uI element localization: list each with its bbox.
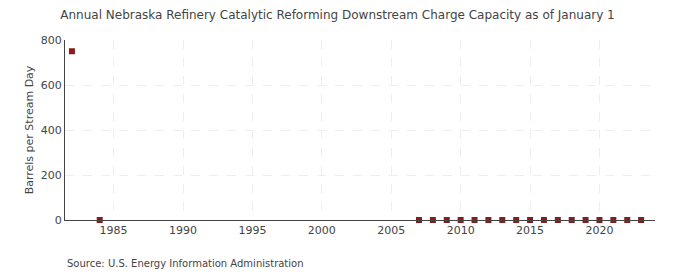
svg-text:Barrels per Stream Day: Barrels per Stream Day xyxy=(23,65,36,194)
svg-text:600: 600 xyxy=(41,79,62,92)
svg-text:1985: 1985 xyxy=(100,224,128,237)
svg-text:200: 200 xyxy=(41,169,62,182)
svg-text:400: 400 xyxy=(41,124,62,137)
svg-text:2000: 2000 xyxy=(308,224,336,237)
svg-text:2020: 2020 xyxy=(585,224,613,237)
svg-text:2005: 2005 xyxy=(377,224,405,237)
svg-text:1995: 1995 xyxy=(238,224,266,237)
svg-text:Annual Nebraska Refinery Catal: Annual Nebraska Refinery Catalytic Refor… xyxy=(60,8,614,22)
svg-text:1990: 1990 xyxy=(169,224,197,237)
svg-text:2015: 2015 xyxy=(516,224,544,237)
svg-text:0: 0 xyxy=(55,214,62,227)
svg-text:Source: U.S. Energy Informatio: Source: U.S. Energy Information Administ… xyxy=(67,258,304,269)
svg-text:2010: 2010 xyxy=(447,224,475,237)
svg-text:800: 800 xyxy=(41,34,62,47)
